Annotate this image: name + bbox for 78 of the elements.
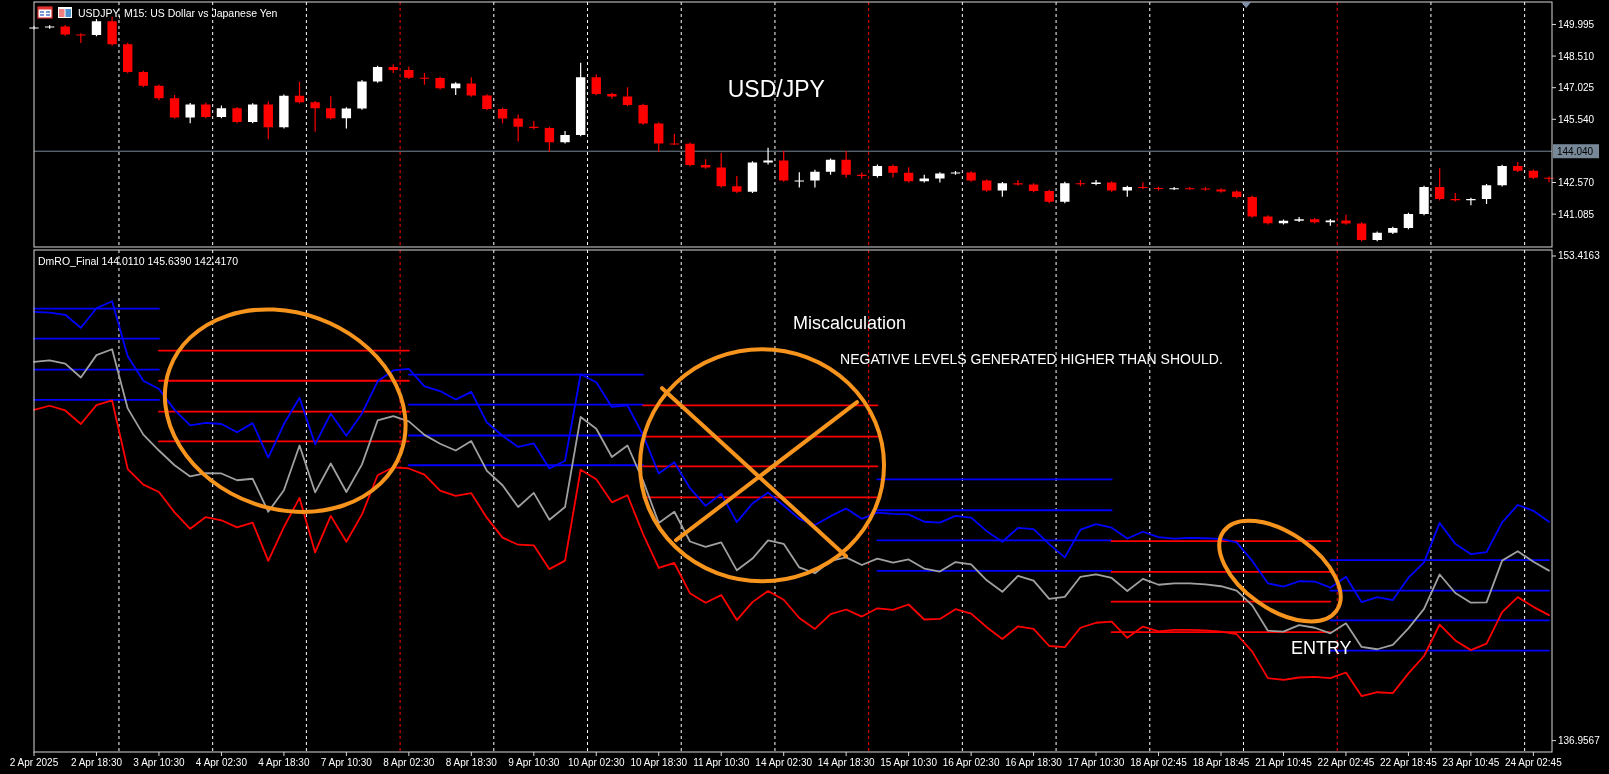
x-tick-label: 21 Apr 10:45 xyxy=(1255,757,1313,768)
x-tick-label: 10 Apr 02:30 xyxy=(567,757,626,768)
x-tick-label: 4 Apr 02:30 xyxy=(195,757,248,768)
candlestick xyxy=(560,130,570,144)
candlestick xyxy=(1294,216,1304,223)
x-tick-label: 8 Apr 18:30 xyxy=(445,757,498,768)
candlestick xyxy=(966,171,976,182)
x-tick-label: 16 Apr 18:30 xyxy=(1005,757,1063,768)
candlestick xyxy=(888,164,898,178)
candlestick xyxy=(841,151,851,178)
annotation: ENTRY xyxy=(1290,638,1352,659)
candlestick xyxy=(44,25,55,29)
candlestick xyxy=(404,66,414,80)
candlestick xyxy=(810,169,820,188)
candlestick xyxy=(1060,181,1070,204)
candlestick xyxy=(1466,197,1476,206)
x-tick-label: 11 Apr 10:30 xyxy=(693,757,750,768)
x-tick-label: 2 Apr 2025 xyxy=(9,757,59,768)
candlestick xyxy=(232,106,242,124)
candlestick xyxy=(60,24,70,36)
text: USDJPY, M15: US Dollar vs Japanese Yen xyxy=(78,6,278,19)
candlestick xyxy=(279,94,289,129)
ref-line-label: 144.040 xyxy=(1557,145,1594,157)
candlestick xyxy=(357,80,367,110)
candlestick xyxy=(513,114,523,142)
x-tick-label: 14 Apr 18:30 xyxy=(817,757,875,768)
candlestick xyxy=(154,84,164,101)
x-tick-label: 2 Apr 18:30 xyxy=(70,757,123,768)
x-tick-label: 22 Apr 02:45 xyxy=(1317,757,1375,768)
x-tick-label: 23 Apr 10:45 xyxy=(1442,757,1500,768)
x-tick-label: 22 Apr 18:45 xyxy=(1380,757,1438,768)
candlestick xyxy=(482,94,492,111)
y-tick-label: 136.9567 xyxy=(1558,735,1601,747)
candlestick xyxy=(1091,179,1101,186)
candlestick xyxy=(763,147,773,165)
candlestick xyxy=(732,176,742,193)
x-tick-label: 18 Apr 18:45 xyxy=(1192,757,1250,768)
candlestick xyxy=(1231,190,1242,199)
annotation: USD/JPY xyxy=(727,76,825,103)
x-tick-label: 17 Apr 10:30 xyxy=(1067,757,1125,768)
x-tick-label: 3 Apr 10:30 xyxy=(133,757,185,768)
x-tick-label: 18 Apr 02:45 xyxy=(1130,757,1188,768)
y-tick-label: 142.570 xyxy=(1558,177,1595,188)
y-tick-label: 147.025 xyxy=(1558,82,1595,94)
x-tick-label: 4 Apr 18:30 xyxy=(258,757,310,768)
x-tick-label: 16 Apr 02:30 xyxy=(942,757,1000,768)
annotation: Miscalculation xyxy=(793,313,907,334)
y-tick-label: 145.540 xyxy=(1558,113,1595,125)
x-tick-label: 15 Apr 10:30 xyxy=(880,757,938,768)
candlestick xyxy=(950,171,961,175)
candlestick xyxy=(638,103,648,125)
x-tick-label: 9 Apr 10:30 xyxy=(508,757,560,768)
annotation: NEGATIVE LEVELS GENERATED HIGHER THAN SHOULD. xyxy=(840,351,1223,368)
candlestick xyxy=(1169,186,1179,190)
candlestick xyxy=(997,182,1008,197)
candlestick xyxy=(435,76,445,90)
x-tick-label: 7 Apr 10:30 xyxy=(320,757,373,768)
candlestick xyxy=(76,33,86,44)
x-tick-label: 14 Apr 02:30 xyxy=(755,757,813,768)
x-tick-label: 8 Apr 02:30 xyxy=(383,757,435,768)
candlestick xyxy=(919,174,929,183)
candlestick xyxy=(1497,164,1507,187)
candlestick xyxy=(1138,182,1148,190)
y-tick-label: 153.4163 xyxy=(1558,250,1601,262)
candlestick xyxy=(1544,176,1554,183)
candlestick xyxy=(685,142,695,167)
candlestick xyxy=(310,100,320,132)
candlestick xyxy=(1388,226,1398,235)
candlestick xyxy=(1200,187,1211,191)
y-tick-label: 141.085 xyxy=(1558,208,1595,220)
y-tick-label: 148.510 xyxy=(1558,50,1595,62)
x-tick-label: 24 Apr 02:45 xyxy=(1505,757,1563,768)
candlestick xyxy=(1341,214,1351,225)
candlestick xyxy=(607,92,617,99)
text: DmRO_Final 144.0110 145.6390 142.4170 xyxy=(38,254,239,267)
y-tick-label: 149.995 xyxy=(1558,18,1595,30)
candlestick xyxy=(1013,179,1023,186)
x-tick-label: 10 Apr 18:30 xyxy=(630,757,688,768)
